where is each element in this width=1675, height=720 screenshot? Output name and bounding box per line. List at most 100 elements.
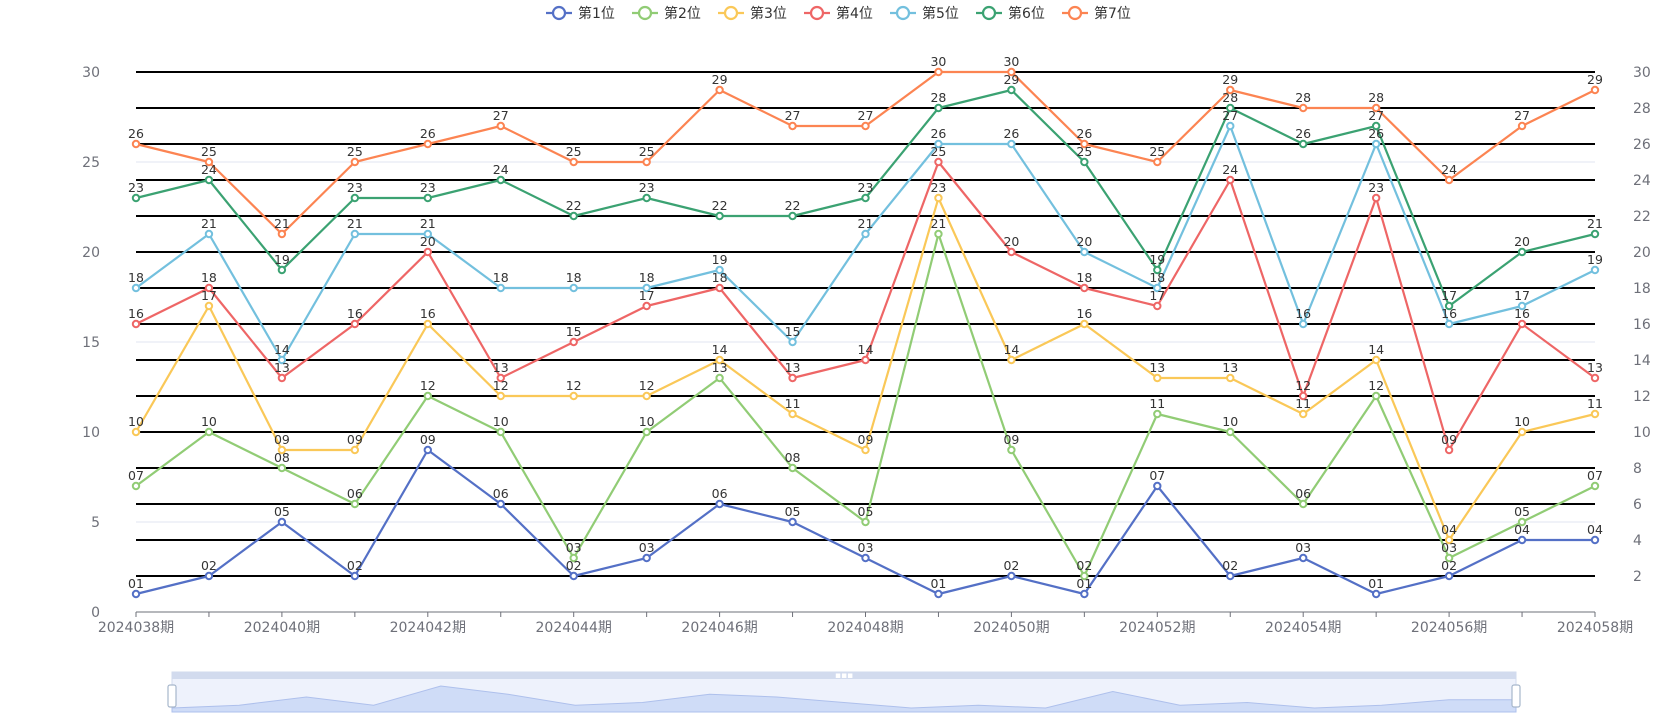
- data-point[interactable]: [423, 391, 432, 401]
- data-point[interactable]: [788, 409, 797, 419]
- data-point[interactable]: [1007, 571, 1016, 581]
- data-point[interactable]: [1153, 157, 1162, 167]
- data-point[interactable]: [1007, 445, 1016, 455]
- data-point[interactable]: [1371, 391, 1381, 401]
- data-point[interactable]: [1590, 85, 1600, 95]
- data-point[interactable]: [1226, 103, 1235, 113]
- data-point[interactable]: [788, 373, 797, 383]
- legend-item[interactable]: 第3位: [718, 5, 787, 22]
- data-point[interactable]: [1226, 571, 1235, 581]
- data-point[interactable]: [204, 301, 214, 311]
- data-point[interactable]: [1080, 589, 1089, 599]
- data-point[interactable]: [934, 589, 943, 599]
- data-point[interactable]: [496, 391, 505, 401]
- data-point[interactable]: [496, 283, 505, 293]
- data-point[interactable]: [1590, 265, 1600, 275]
- data-point[interactable]: [1371, 193, 1381, 203]
- data-point[interactable]: [569, 553, 578, 563]
- data-point[interactable]: [1444, 535, 1454, 545]
- data-point[interactable]: [1444, 301, 1454, 311]
- data-point[interactable]: [1371, 355, 1381, 365]
- data-point[interactable]: [642, 283, 651, 293]
- legend-item[interactable]: 第5位: [890, 5, 959, 22]
- data-point[interactable]: [1517, 535, 1527, 545]
- data-point[interactable]: [642, 157, 651, 167]
- data-point[interactable]: [496, 121, 505, 131]
- data-point[interactable]: [204, 175, 214, 185]
- data-point[interactable]: [1007, 67, 1016, 77]
- data-point[interactable]: [569, 391, 578, 401]
- data-point[interactable]: [642, 427, 651, 437]
- data-point[interactable]: [1444, 175, 1454, 185]
- data-point[interactable]: [277, 463, 287, 473]
- data-point[interactable]: [1080, 157, 1089, 167]
- data-point[interactable]: [131, 481, 141, 491]
- data-point[interactable]: [350, 445, 360, 455]
- data-point[interactable]: [1371, 589, 1381, 599]
- data-point[interactable]: [934, 229, 943, 239]
- data-point[interactable]: [642, 193, 651, 203]
- data-point[interactable]: [496, 175, 505, 185]
- data-point[interactable]: [1080, 571, 1089, 581]
- data-point[interactable]: [788, 121, 797, 131]
- data-point[interactable]: [1299, 139, 1308, 149]
- data-point[interactable]: [1590, 229, 1600, 239]
- data-point[interactable]: [204, 571, 214, 581]
- legend-item[interactable]: 第2位: [632, 5, 701, 22]
- data-point[interactable]: [423, 247, 432, 257]
- data-point[interactable]: [1444, 445, 1454, 455]
- data-point[interactable]: [277, 445, 287, 455]
- data-point[interactable]: [277, 265, 287, 275]
- data-point[interactable]: [496, 499, 505, 509]
- data-point[interactable]: [1299, 499, 1308, 509]
- data-point[interactable]: [131, 427, 141, 437]
- data-point[interactable]: [715, 355, 724, 365]
- data-point[interactable]: [204, 283, 214, 293]
- data-point[interactable]: [861, 445, 870, 455]
- data-point[interactable]: [715, 373, 724, 383]
- data-point[interactable]: [277, 373, 287, 383]
- data-point[interactable]: [861, 193, 870, 203]
- data-point[interactable]: [350, 571, 360, 581]
- data-point[interactable]: [1517, 121, 1527, 131]
- data-point[interactable]: [1226, 427, 1235, 437]
- data-point[interactable]: [861, 121, 870, 131]
- data-point[interactable]: [1590, 535, 1600, 545]
- legend-item[interactable]: 第7位: [1062, 5, 1131, 22]
- legend-item[interactable]: 第6位: [976, 5, 1045, 22]
- data-point[interactable]: [1517, 319, 1527, 329]
- data-point[interactable]: [1590, 481, 1600, 491]
- zoom-handle[interactable]: [1511, 684, 1521, 708]
- data-point[interactable]: [934, 103, 943, 113]
- data-point[interactable]: [934, 193, 943, 203]
- data-point[interactable]: [1299, 553, 1308, 563]
- data-point[interactable]: [569, 571, 578, 581]
- data-point[interactable]: [350, 229, 360, 239]
- data-point[interactable]: [1444, 553, 1454, 563]
- data-point[interactable]: [1153, 481, 1162, 491]
- data-point[interactable]: [204, 157, 214, 167]
- data-point[interactable]: [1590, 373, 1600, 383]
- data-point[interactable]: [277, 517, 287, 527]
- data-point[interactable]: [934, 157, 943, 167]
- data-point[interactable]: [1590, 409, 1600, 419]
- data-point[interactable]: [642, 301, 651, 311]
- data-point[interactable]: [1226, 175, 1235, 185]
- data-point[interactable]: [131, 139, 141, 149]
- legend[interactable]: 第1位 第2位 第3位 第4位 第5位 第6位 第7位: [546, 5, 1131, 22]
- legend-item[interactable]: 第1位: [546, 5, 615, 22]
- data-point[interactable]: [423, 193, 432, 203]
- data-point[interactable]: [1299, 319, 1308, 329]
- data-point[interactable]: [642, 553, 651, 563]
- data-point[interactable]: [423, 319, 432, 329]
- data-point[interactable]: [423, 139, 432, 149]
- data-point[interactable]: [1007, 85, 1016, 95]
- data-point[interactable]: [1007, 355, 1016, 365]
- data-point[interactable]: [277, 355, 287, 365]
- data-point[interactable]: [131, 193, 141, 203]
- data-point[interactable]: [715, 265, 724, 275]
- data-point[interactable]: [350, 157, 360, 167]
- data-point[interactable]: [496, 427, 505, 437]
- data-point[interactable]: [934, 67, 943, 77]
- data-point[interactable]: [1517, 427, 1527, 437]
